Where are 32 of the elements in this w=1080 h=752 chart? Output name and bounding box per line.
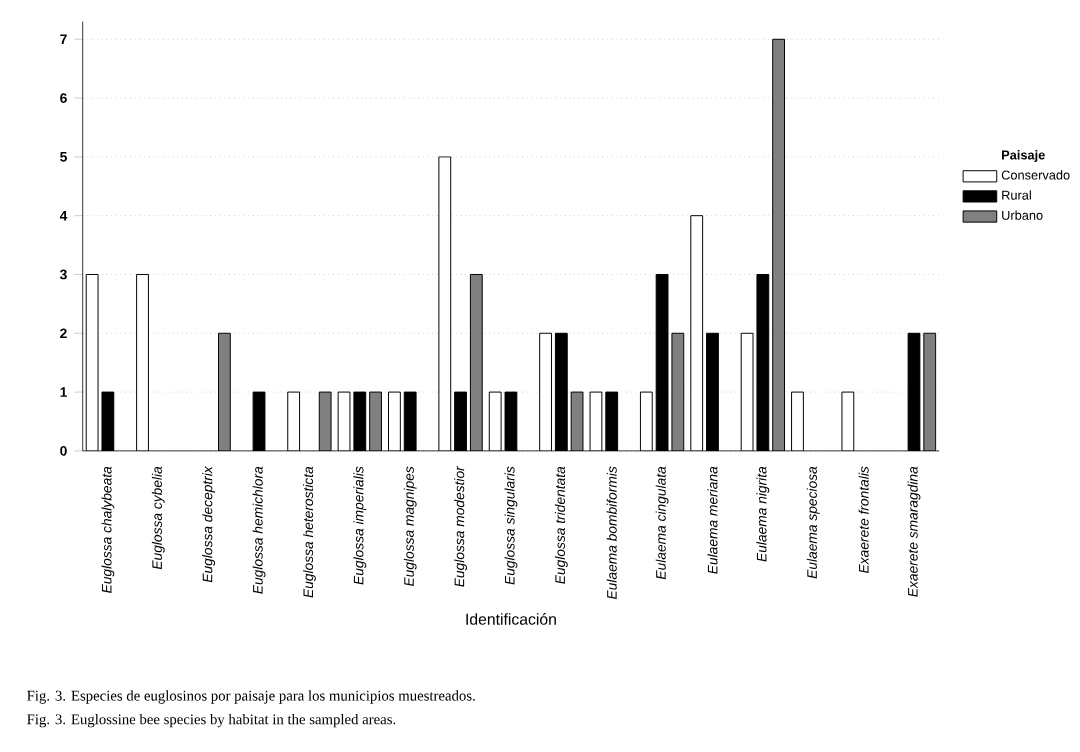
- y-tick-label: 5: [60, 152, 67, 162]
- y-tick-label: 4: [59, 210, 68, 221]
- x-tick-label: Eulaema cingulata: [655, 466, 669, 580]
- caption: Fig. 3. Euglossine bee species by habitat in the sampled areas.: [27, 713, 396, 728]
- x-tick-label: Euglossa tridentata: [554, 466, 568, 584]
- x-tick-label: Euglossa magnipes: [403, 466, 417, 587]
- x-tick-label: Eulaema meriana: [707, 466, 718, 574]
- x-tick-label: Euglossa singularis: [504, 466, 518, 585]
- y-tick-label: 7: [60, 34, 67, 44]
- caption: Fig. 3. Especies de euglosinos por paisaje para los municipios muestreados.: [27, 690, 475, 704]
- x-tick-label: Euglossa hemichlora: [252, 466, 266, 594]
- x-tick-label: Euglossa deceptrix: [202, 465, 216, 583]
- y-tick-label: 3: [59, 269, 67, 280]
- x-axis-title: Identificación: [466, 612, 556, 625]
- x-tick-label: Euglossa modestior: [454, 465, 467, 587]
- y-tick-label: 1: [60, 387, 67, 397]
- x-tick-label: Euglossa chalybeata: [101, 466, 115, 593]
- x-tick-label: Exaerete smaragdina: [907, 466, 921, 597]
- legend-label: Conservado: [1001, 170, 1070, 180]
- x-tick-label: Eulaema speciosa: [806, 466, 820, 579]
- x-tick-label: Euglossa imperialis: [353, 466, 367, 585]
- legend-label: Rural: [1002, 190, 1031, 200]
- x-tick-label: Eulaema nigrita: [756, 466, 770, 562]
- x-tick-label: Euglossa cybelia: [151, 466, 165, 570]
- x-tick-label: Exaerete frontalis: [858, 466, 869, 573]
- y-tick-label: 6: [60, 93, 67, 103]
- legend-title: Paisaje: [1002, 150, 1045, 162]
- x-tick-label: Euglossa heterosticta: [303, 466, 316, 598]
- y-tick-label: 2: [60, 328, 67, 339]
- legend-label: Urbano: [1002, 210, 1043, 220]
- y-tick-label: 0: [60, 445, 67, 456]
- x-tick-label: Eulaema bombiformis: [606, 466, 617, 600]
